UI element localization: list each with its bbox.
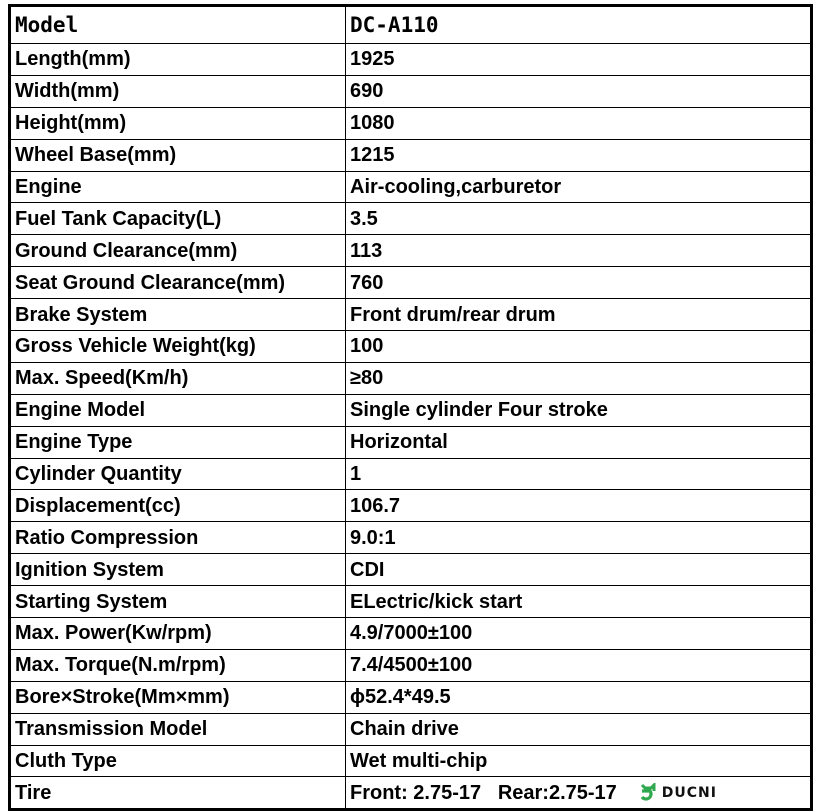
spec-label: Max. Torque(N.m/rpm)	[9, 648, 346, 682]
table-row: Seat Ground Clearance(mm) 760	[9, 266, 812, 300]
spec-label: Transmission Model	[9, 712, 346, 746]
spec-value: 1	[345, 457, 812, 491]
table-row: Engine Model Single cylinder Four stroke	[9, 393, 812, 427]
spec-label: Cylinder Quantity	[9, 457, 346, 491]
spec-label: Wheel Base(mm)	[9, 138, 346, 172]
spec-label: Max. Power(Kw/rpm)	[9, 617, 346, 650]
spec-label: Bore×Stroke(Mm×mm)	[9, 680, 346, 714]
spec-label: Engine Type	[9, 425, 346, 459]
logo-text: DUCNI	[661, 785, 717, 802]
table-row: Bore×Stroke(Mm×mm) ϕ52.4*49.5	[9, 680, 812, 714]
spec-label: Width(mm)	[9, 74, 346, 108]
spec-value: 1080	[345, 106, 812, 140]
table-row: Fuel Tank Capacity(L) 3.5	[9, 202, 812, 236]
spec-value: Front drum/rear drum	[345, 298, 812, 332]
table-row: Transmission Model Chain drive	[9, 712, 812, 746]
table-row: Starting System ELectric/kick start	[9, 585, 812, 619]
table-row: Brake System Front drum/rear drum	[9, 298, 812, 332]
spec-label: Ratio Compression	[9, 521, 346, 555]
spec-value: 113	[345, 234, 812, 268]
table-row: Wheel Base(mm) 1215	[9, 138, 812, 172]
spec-value: Wet multi-chip	[345, 744, 812, 778]
tire-front: Front: 2.75-17	[350, 781, 482, 804]
spec-value: 1925	[345, 43, 812, 76]
table-row: Length(mm) 1925	[9, 43, 812, 76]
table-row: Ratio Compression 9.0:1	[9, 521, 812, 555]
spec-value: ELectric/kick start	[345, 585, 812, 619]
spec-label: Max. Speed(Km/h)	[9, 361, 346, 395]
spec-value: ≥80	[345, 361, 812, 395]
spec-label: Fuel Tank Capacity(L)	[9, 202, 346, 236]
table-row: Height(mm) 1080	[9, 106, 812, 140]
spec-value: Air-cooling,carburetor	[345, 170, 812, 204]
table-row: Max. Power(Kw/rpm) 4.9/7000±100	[9, 617, 812, 650]
spec-value: 1215	[345, 138, 812, 172]
table-row: Engine Air-cooling,carburetor	[9, 170, 812, 204]
table-row: Engine Type Horizontal	[9, 425, 812, 459]
spec-value: Horizontal	[345, 425, 812, 459]
spec-value: 4.9/7000±100	[345, 617, 812, 650]
spec-value: Chain drive	[345, 712, 812, 746]
spec-value: 106.7	[345, 489, 812, 523]
ducni-logo-icon	[640, 783, 656, 801]
spec-value: 7.4/4500±100	[345, 648, 812, 682]
table-row: Max. Speed(Km/h) ≥80	[9, 361, 812, 395]
table-row: Gross Vehicle Weight(kg) 100	[9, 330, 812, 363]
spec-value: CDI	[345, 553, 812, 587]
spec-label: Engine	[9, 170, 346, 204]
spec-label: Ground Clearance(mm)	[9, 234, 346, 268]
spec-value: 9.0:1	[345, 521, 812, 555]
spec-table: Model DC-A110 Length(mm) 1925 Width(mm) 690…	[8, 4, 813, 811]
spec-value: 100	[345, 330, 812, 363]
ducni-logo: DUCNI	[639, 778, 717, 808]
table-row: Width(mm) 690	[9, 74, 812, 108]
tire-rear: Rear:2.75-17	[497, 781, 617, 804]
spec-label: Height(mm)	[9, 106, 346, 140]
spec-label: Brake System	[9, 298, 346, 332]
spec-label: Displacement(cc)	[9, 489, 346, 523]
spec-value: 3.5	[345, 202, 812, 236]
spec-label: Gross Vehicle Weight(kg)	[9, 330, 346, 363]
spec-label: Tire	[9, 776, 346, 811]
header-label: Model	[9, 5, 346, 44]
spec-label: Seat Ground Clearance(mm)	[9, 266, 346, 300]
header-value: DC-A110	[345, 5, 812, 44]
spec-value: ϕ52.4*49.5	[345, 680, 812, 714]
table-row: Ground Clearance(mm) 113	[9, 234, 812, 268]
spec-label: Ignition System	[9, 553, 346, 587]
table-header-row: Model DC-A110	[9, 5, 812, 44]
spec-label: Engine Model	[9, 393, 346, 427]
spec-value: Single cylinder Four stroke	[345, 393, 812, 427]
spec-label: Starting System	[9, 585, 346, 619]
spec-value: Front: 2.75-17 Rear:2.75-17 DUCNI	[345, 776, 812, 811]
table-row: Max. Torque(N.m/rpm) 7.4/4500±100	[9, 648, 812, 682]
spec-value: 690	[345, 74, 812, 108]
spec-value: 760	[345, 266, 812, 300]
spec-label: Cluth Type	[9, 744, 346, 778]
table-row: Cylinder Quantity 1	[9, 457, 812, 491]
table-row: Cluth Type Wet multi-chip	[9, 744, 812, 778]
table-row-tire: Tire Front: 2.75-17 Rear:2.75-17 DUCNI	[9, 776, 812, 811]
table-row: Ignition System CDI	[9, 553, 812, 587]
table-row: Displacement(cc) 106.7	[9, 489, 812, 523]
spec-label: Length(mm)	[9, 43, 346, 76]
